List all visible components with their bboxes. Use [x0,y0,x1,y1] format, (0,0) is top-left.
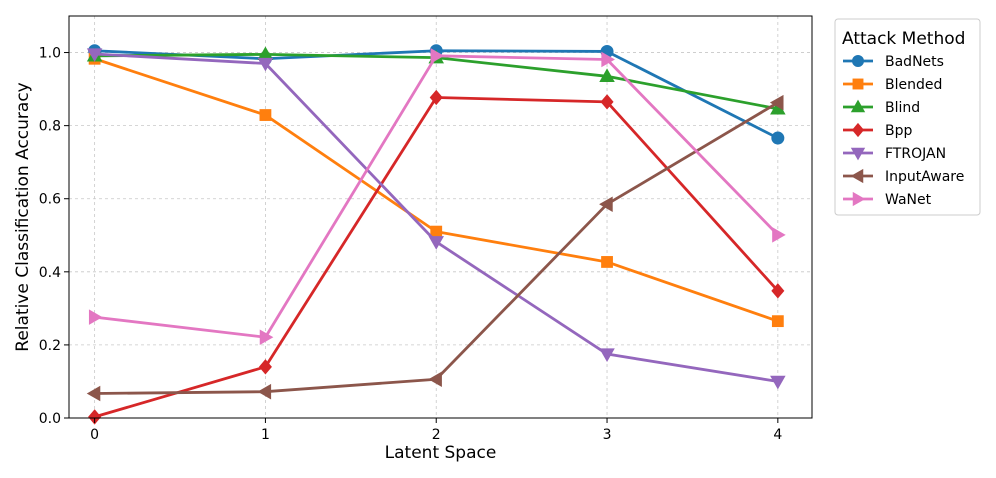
series-inputaware [86,94,784,402]
data-point-wanet-0 [88,309,103,325]
data-point-inputaware-0 [86,385,101,402]
y-axis-label: Relative Classification Accuracy [13,82,33,351]
legend-label-ftrojan: FTROJAN [885,146,946,162]
legend-item-bpp: Bpp [843,122,912,139]
legend-marker-inputaware [850,168,864,184]
legend-marker-ftrojan [850,147,866,161]
data-point-bpp-3 [600,94,614,110]
data-point-inputaware-1 [257,383,272,400]
legend-label-wanet: WaNet [885,192,932,208]
legend-item-blended: Blended [843,77,942,93]
legend-items: BadNets Blended Blind Bpp FTROJAN InputAware W… [843,54,964,208]
grid [69,16,812,419]
data-point-bpp-2 [429,89,443,106]
y-tick-label-3: 0.6 [39,192,61,208]
legend-marker-badnets [852,55,864,67]
legend-box [834,18,981,216]
x-axis: 0 1 2 3 4 [90,418,782,443]
legend-marker-blind [850,99,866,113]
data-point-blended-2 [430,225,443,238]
data-point-inputaware-4 [769,94,784,111]
data-point-ftrojan-2 [428,236,444,250]
plot-frame [68,15,813,419]
series-wanet [88,48,786,345]
data-point-blended-4 [771,315,784,328]
data-point-inputaware-2 [428,371,442,388]
data-point-blended-1 [259,109,272,121]
legend-label-blended: Blended [885,77,942,93]
legend-label-badnets: BadNets [885,54,944,70]
legend-label-inputaware: InputAware [885,169,964,185]
legend-item-badnets: BadNets [843,54,944,70]
legend-item-blind: Blind [843,99,920,116]
x-tick-label-0: 0 [90,427,99,443]
legend-item-wanet: WaNet [843,191,932,208]
legend-label-bpp: Bpp [885,123,912,139]
data-point-ftrojan-1 [257,57,274,72]
data-point-bpp-1 [258,359,272,375]
legend: Attack Method BadNets Blended Blind Bpp FTRO… [834,18,981,216]
data-point-bpp-4 [771,283,785,299]
x-tick-label-4: 4 [773,427,782,443]
legend-marker-blended [852,78,864,90]
data-point-blind-3 [599,68,615,82]
series-bpp [88,89,785,425]
legend-item-inputaware: InputAware [843,168,964,185]
x-tick-label-1: 1 [261,427,270,443]
legend-marker-wanet [852,191,866,207]
legend-item-ftrojan: FTROJAN [843,146,946,162]
data-point-wanet-1 [259,329,274,345]
data-point-blended-3 [601,256,613,268]
y-tick-label-2: 0.4 [39,265,61,281]
y-axis: 0.0 0.2 0.4 0.6 0.8 1.0 [39,46,69,427]
y-tick-label-4: 0.8 [39,119,61,135]
x-tick-label-2: 2 [432,427,441,443]
data-point-inputaware-3 [599,196,613,212]
legend-marker-bpp [851,122,865,138]
y-tick-label-5: 1.0 [39,46,61,62]
x-axis-label: Latent Space [385,443,497,463]
data-point-wanet-3 [601,51,615,68]
series-group [86,44,786,425]
x-tick-label-3: 3 [603,427,612,443]
y-tick-label-1: 0.2 [39,338,61,354]
data-point-ftrojan-4 [770,375,786,390]
legend-label-blind: Blind [885,100,920,116]
data-point-bpp-0 [88,409,102,425]
data-point-wanet-4 [772,227,786,243]
data-point-badnets-4 [771,131,785,145]
data-point-ftrojan-3 [599,348,615,362]
legend-title: Attack Method [842,29,965,49]
data-point-ftrojan-0 [86,48,103,62]
series-ftrojan [86,48,786,390]
y-tick-label-0: 0.0 [39,411,61,427]
data-point-wanet-2 [430,48,445,64]
